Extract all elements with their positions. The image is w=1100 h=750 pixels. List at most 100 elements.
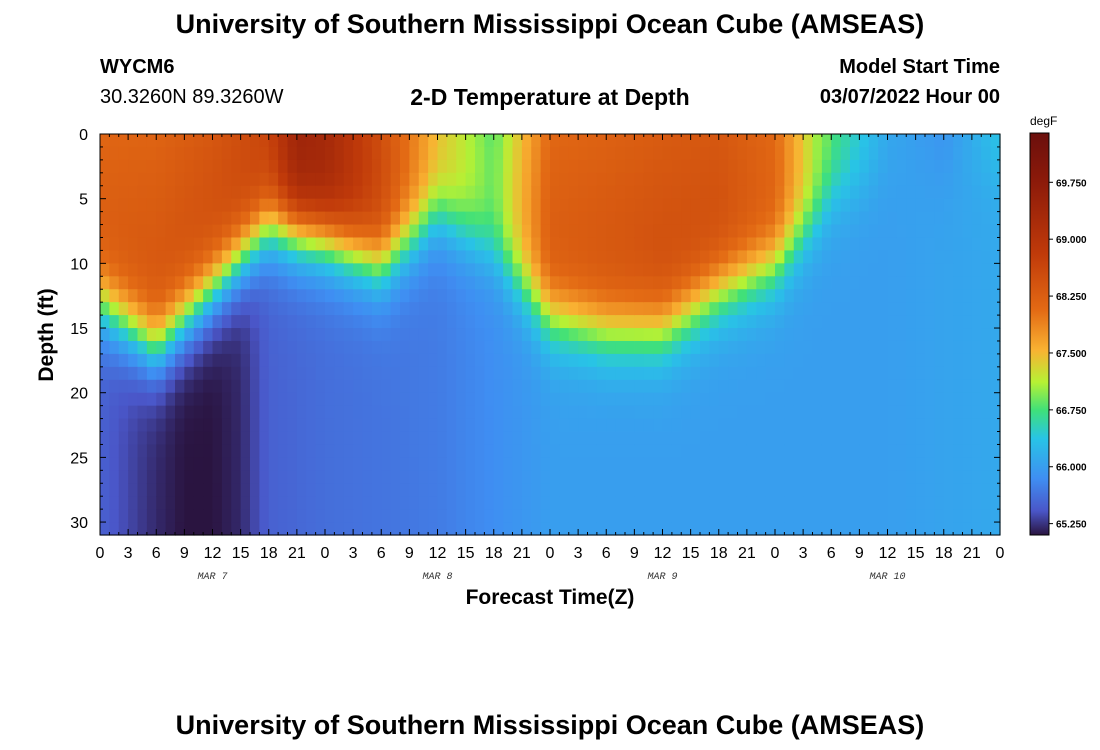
heatmap-cell bbox=[887, 172, 898, 187]
heatmap-cell bbox=[146, 134, 157, 148]
heatmap-cell bbox=[587, 392, 598, 407]
heatmap-cell bbox=[925, 353, 935, 368]
heatmap-cell bbox=[587, 522, 598, 536]
heatmap-cell bbox=[915, 315, 926, 329]
heatmap-cell bbox=[428, 263, 439, 277]
heatmap-cell bbox=[175, 224, 185, 239]
heatmap-cell bbox=[475, 328, 485, 342]
heatmap-cell bbox=[118, 134, 129, 148]
heatmap-cell bbox=[718, 250, 729, 264]
heatmap-cell bbox=[596, 444, 607, 458]
heatmap-cell bbox=[306, 366, 317, 381]
heatmap-cell bbox=[418, 224, 429, 239]
heatmap-cell bbox=[268, 302, 279, 316]
heatmap-cell bbox=[446, 146, 457, 161]
heatmap-cell bbox=[325, 289, 335, 303]
heatmap-cell bbox=[653, 211, 664, 226]
heatmap-cell bbox=[250, 276, 260, 290]
heatmap-cell bbox=[887, 431, 898, 446]
heatmap-cell bbox=[990, 483, 1001, 497]
heatmap-cell bbox=[728, 457, 739, 471]
heatmap-cell bbox=[175, 263, 185, 277]
heatmap-cell bbox=[690, 302, 701, 316]
heatmap-cell bbox=[212, 185, 223, 200]
heatmap-cell bbox=[343, 470, 354, 484]
heatmap-cell bbox=[296, 431, 307, 446]
heatmap-cell bbox=[428, 392, 439, 407]
heatmap-cell bbox=[906, 289, 917, 303]
heatmap-cell bbox=[718, 159, 729, 174]
heatmap-cell bbox=[653, 522, 664, 536]
heatmap-cell bbox=[962, 418, 973, 433]
heatmap-cell bbox=[550, 444, 560, 458]
heatmap-cell bbox=[868, 328, 879, 342]
heatmap-cell bbox=[953, 185, 964, 200]
heatmap-cell bbox=[700, 250, 710, 264]
heatmap-cell bbox=[578, 146, 589, 161]
heatmap-cell bbox=[100, 328, 110, 342]
heatmap-cell bbox=[737, 146, 748, 161]
heatmap-cell bbox=[859, 340, 870, 355]
heatmap-cell bbox=[521, 146, 532, 161]
heatmap-cell bbox=[775, 172, 785, 187]
heatmap-cell bbox=[409, 315, 420, 329]
heatmap-cell bbox=[915, 302, 926, 316]
heatmap-cell bbox=[756, 418, 767, 433]
heatmap-cell bbox=[943, 444, 954, 458]
heatmap-cell bbox=[943, 276, 954, 290]
heatmap-cell bbox=[775, 405, 785, 420]
heatmap-cell bbox=[109, 392, 120, 407]
heatmap-cell bbox=[559, 405, 570, 420]
heatmap-cell bbox=[446, 134, 457, 148]
heatmap-cell bbox=[465, 250, 476, 264]
x-tick-label: 15 bbox=[682, 545, 700, 562]
heatmap-cell bbox=[915, 444, 926, 458]
heatmap-cell bbox=[746, 522, 757, 536]
heatmap-cell bbox=[915, 366, 926, 381]
heatmap-cell bbox=[700, 134, 710, 148]
heatmap-cell bbox=[990, 392, 1001, 407]
heatmap-cell bbox=[887, 366, 898, 381]
heatmap-cell bbox=[943, 146, 954, 161]
heatmap-cell bbox=[775, 302, 785, 316]
heatmap-cell bbox=[100, 392, 110, 407]
heatmap-cell bbox=[700, 224, 710, 239]
heatmap-cell bbox=[906, 431, 917, 446]
colorbar-tick-label: 69.750 bbox=[1056, 178, 1087, 189]
heatmap-cell bbox=[203, 211, 214, 226]
heatmap-cell bbox=[137, 159, 148, 174]
heatmap-cell bbox=[737, 289, 748, 303]
heatmap-cell bbox=[484, 522, 495, 536]
heatmap-cell bbox=[456, 198, 467, 213]
heatmap-cell bbox=[362, 418, 373, 433]
heatmap-cell bbox=[475, 146, 485, 161]
heatmap-cell bbox=[278, 379, 289, 394]
heatmap-cell bbox=[184, 276, 195, 290]
heatmap-cell bbox=[390, 483, 401, 497]
heatmap-cell bbox=[840, 405, 851, 420]
heatmap-cell bbox=[203, 366, 214, 381]
heatmap-cell bbox=[484, 211, 495, 226]
heatmap-cell bbox=[118, 366, 129, 381]
heatmap-cell bbox=[578, 224, 589, 239]
heatmap-cell bbox=[812, 134, 823, 148]
heatmap-cell bbox=[146, 263, 157, 277]
heatmap-cell bbox=[221, 340, 232, 355]
heatmap-cell bbox=[437, 263, 448, 277]
heatmap-cell bbox=[690, 405, 701, 420]
heatmap-cell bbox=[296, 185, 307, 200]
heatmap-cell bbox=[812, 353, 823, 368]
heatmap-cell bbox=[915, 496, 926, 510]
heatmap-cell bbox=[775, 483, 785, 497]
heatmap-cell bbox=[493, 315, 504, 329]
heatmap-cell bbox=[465, 315, 476, 329]
heatmap-cell bbox=[971, 250, 982, 264]
heatmap-cell bbox=[681, 172, 692, 187]
heatmap-cell bbox=[831, 405, 842, 420]
heatmap-cell bbox=[418, 159, 429, 174]
heatmap-cell bbox=[353, 134, 364, 148]
heatmap-cell bbox=[728, 431, 739, 446]
heatmap-cell bbox=[212, 134, 223, 148]
heatmap-cell bbox=[240, 172, 251, 187]
heatmap-cell bbox=[353, 405, 364, 420]
